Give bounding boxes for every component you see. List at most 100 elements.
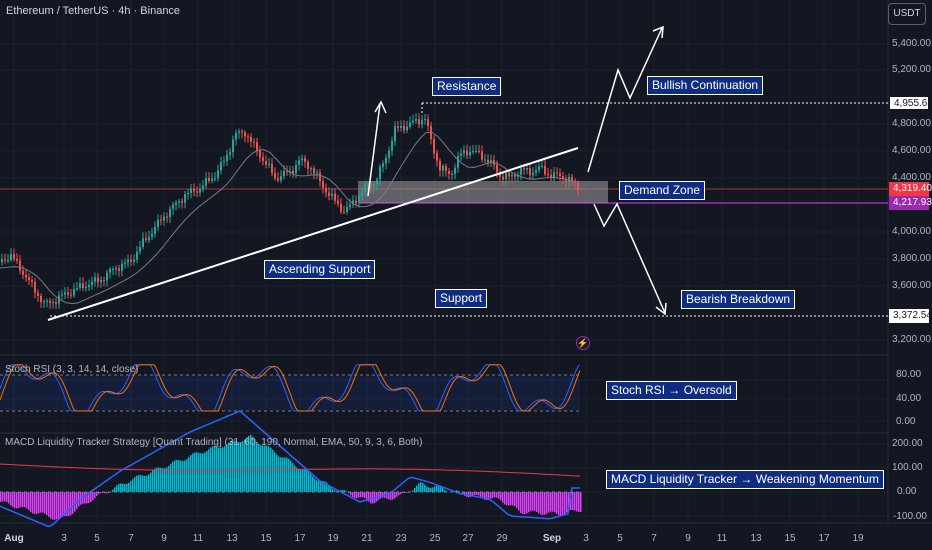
macd-bar [418, 483, 420, 492]
candle-body [232, 139, 234, 153]
macd-bar [266, 445, 268, 492]
candle-body [235, 132, 237, 140]
candle-body [373, 183, 375, 188]
candle-body [553, 172, 555, 179]
lightning-icon[interactable]: ⚡ [576, 336, 590, 350]
macd-bar [78, 492, 80, 507]
candle-body [511, 174, 513, 177]
time-tick: 7 [651, 533, 657, 544]
macd-bar [328, 484, 330, 492]
macd-bar [532, 492, 534, 511]
macd-bar [140, 475, 142, 492]
time-tick: 3 [583, 533, 589, 544]
candle-body [394, 126, 396, 142]
time-tick: 21 [361, 533, 373, 544]
time-tick: 13 [750, 533, 762, 544]
macd-bar [310, 473, 312, 492]
candle-body [337, 200, 339, 204]
time-tick: 17 [818, 533, 830, 544]
macd-bar [478, 492, 480, 496]
macd-pane-title[interactable]: MACD Liquidity Tracker Strategy [Quant T… [5, 437, 423, 448]
candle-body [436, 153, 438, 161]
symbol-title[interactable]: Ethereum / TetherUS · 4h · Binance [6, 5, 181, 17]
macd-bar [318, 480, 320, 492]
price-tick: 5,200.00 [892, 64, 931, 75]
candle-body [43, 301, 45, 303]
candle-body [565, 178, 567, 183]
candle-body [388, 150, 390, 158]
price-tick: 4,800.00 [892, 118, 931, 129]
macd-bar [536, 492, 538, 513]
macd-bar [238, 442, 240, 492]
candle-body [160, 219, 162, 221]
macd-bar [538, 492, 540, 514]
time-tick: 25 [429, 533, 441, 544]
macd-bar [56, 492, 58, 520]
macd-bar [68, 492, 70, 516]
candle-body [301, 158, 303, 161]
candle-body [265, 160, 267, 165]
candle-body [313, 168, 315, 174]
candle-body [1, 259, 3, 262]
macd-bar [438, 485, 440, 492]
price-tick: 4,400.00 [892, 172, 931, 183]
candle-body [133, 259, 135, 262]
candle-body [91, 281, 93, 286]
macd-bar [118, 484, 120, 492]
candle-body [238, 131, 240, 133]
macd-bar [308, 471, 310, 492]
macd-bar [64, 492, 66, 517]
macd-bar [302, 469, 304, 492]
candle-body [70, 294, 72, 296]
macd-bar [294, 465, 296, 492]
candle-body [103, 280, 105, 282]
macd-bar [322, 481, 324, 492]
time-tick: 3 [61, 533, 67, 544]
macd-bar [32, 492, 34, 514]
candle-body [454, 167, 456, 174]
macd-bar [492, 492, 494, 498]
macd-bar [574, 492, 576, 511]
macd-bar [252, 436, 254, 492]
macd-bar [194, 452, 196, 492]
candle-body [82, 283, 84, 289]
macd-bar [186, 459, 188, 492]
macd-bar [320, 481, 322, 492]
currency-button[interactable]: USDT [888, 3, 926, 25]
macd-bar [552, 492, 554, 512]
candle-body [523, 168, 525, 170]
macd-bar [230, 441, 232, 492]
macd-bar [286, 457, 288, 492]
candle-body [88, 285, 90, 287]
candle-body [463, 150, 465, 154]
candle-body [352, 200, 354, 205]
candle-body [355, 200, 357, 204]
macd-bar [196, 452, 198, 492]
candle-body [445, 166, 447, 171]
stoch-pane-title[interactable]: Stoch RSI (3, 3, 14, 14, close) [5, 364, 139, 375]
macd-bar [324, 481, 326, 492]
price-candles [1, 113, 579, 310]
price-tick: 3,200.00 [892, 334, 931, 345]
macd-bar [510, 492, 512, 506]
stoch-k-line [0, 364, 581, 412]
macd-bar [96, 492, 98, 496]
candle-body [85, 286, 87, 289]
macd-bar [192, 453, 194, 492]
candle-body [61, 294, 63, 296]
candle-body [358, 195, 360, 204]
candle-body [406, 126, 408, 131]
candle-body [64, 292, 66, 295]
macd-bar [544, 492, 546, 515]
macd-bar [402, 492, 404, 494]
macd-bar [52, 492, 54, 520]
candle-body [475, 150, 477, 152]
candle-body [268, 163, 270, 165]
candle-body [181, 201, 183, 203]
time-tick: 7 [128, 533, 134, 544]
macd-bar [24, 492, 26, 508]
macd-bar [86, 492, 88, 504]
macd-bar [366, 492, 368, 500]
macd-bar [38, 492, 40, 514]
